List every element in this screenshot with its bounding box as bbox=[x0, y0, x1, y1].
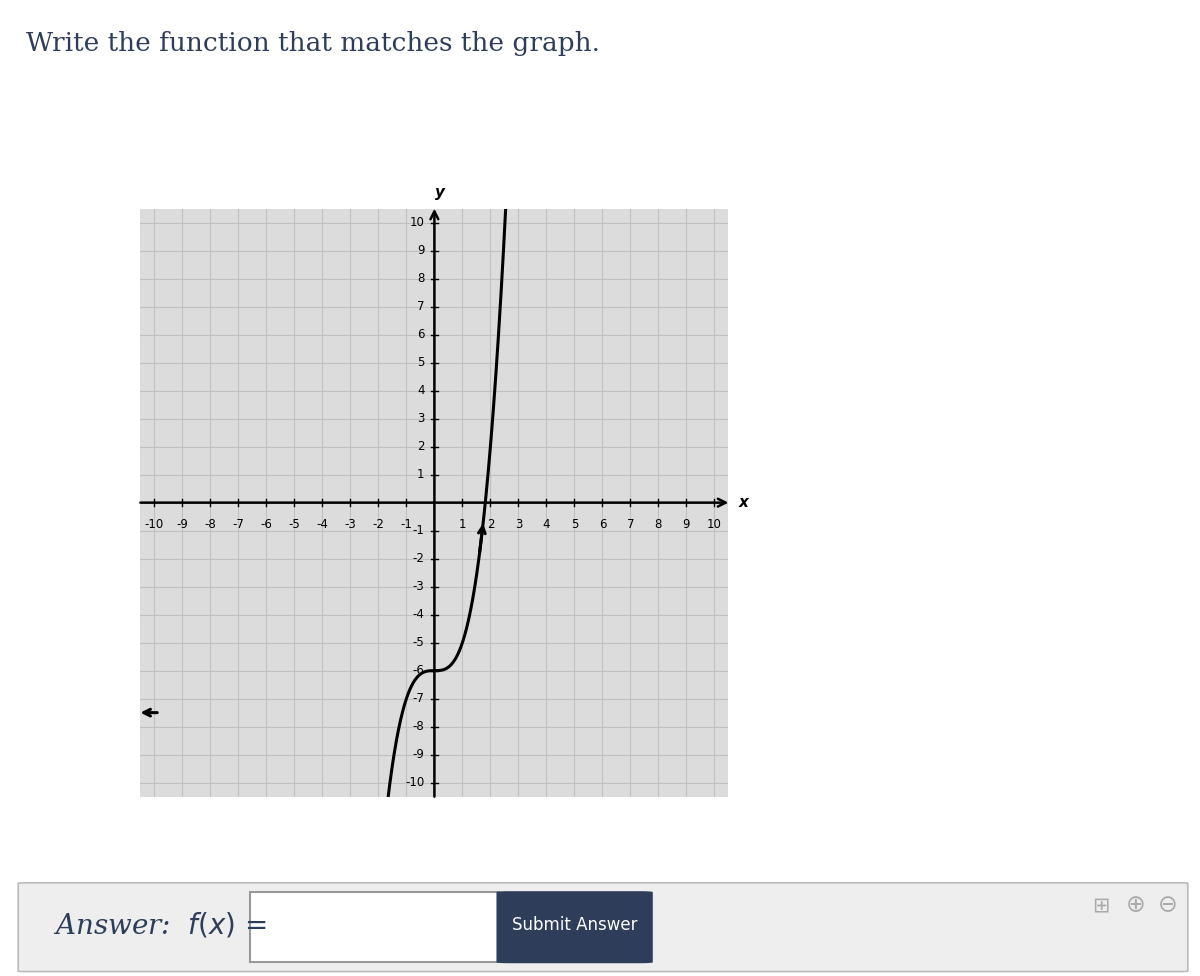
Text: 6: 6 bbox=[599, 518, 606, 531]
Text: Answer:  $f(x)$ =: Answer: $f(x)$ = bbox=[53, 911, 266, 940]
Text: -7: -7 bbox=[233, 518, 245, 531]
Text: -5: -5 bbox=[413, 636, 425, 649]
Text: -3: -3 bbox=[344, 518, 356, 531]
Text: -9: -9 bbox=[413, 749, 425, 761]
Text: 9: 9 bbox=[683, 518, 690, 531]
Text: -9: -9 bbox=[176, 518, 188, 531]
Text: 10: 10 bbox=[409, 216, 425, 229]
Text: 8: 8 bbox=[655, 518, 662, 531]
Text: 2: 2 bbox=[487, 518, 494, 531]
Text: 4: 4 bbox=[542, 518, 550, 531]
Text: 8: 8 bbox=[418, 272, 425, 285]
Text: 6: 6 bbox=[418, 328, 425, 342]
Text: 1: 1 bbox=[418, 468, 425, 481]
Text: -10: -10 bbox=[145, 518, 164, 531]
Text: Write the function that matches the graph.: Write the function that matches the grap… bbox=[26, 31, 600, 57]
Text: 7: 7 bbox=[626, 518, 634, 531]
Text: -4: -4 bbox=[413, 608, 425, 621]
Text: -8: -8 bbox=[413, 720, 425, 733]
Text: 10: 10 bbox=[707, 518, 722, 531]
Text: 7: 7 bbox=[418, 301, 425, 313]
Text: -6: -6 bbox=[260, 518, 272, 531]
Text: -2: -2 bbox=[413, 552, 425, 565]
Text: 3: 3 bbox=[418, 412, 425, 426]
Text: -1: -1 bbox=[413, 524, 425, 537]
Text: 1: 1 bbox=[458, 518, 466, 531]
Text: 2: 2 bbox=[418, 440, 425, 453]
Text: x: x bbox=[738, 495, 748, 510]
Text: 5: 5 bbox=[571, 518, 578, 531]
Text: -5: -5 bbox=[288, 518, 300, 531]
Text: -7: -7 bbox=[413, 692, 425, 705]
Text: 9: 9 bbox=[418, 244, 425, 257]
Text: 5: 5 bbox=[418, 356, 425, 369]
Text: Submit Answer: Submit Answer bbox=[512, 916, 638, 934]
FancyBboxPatch shape bbox=[497, 891, 653, 963]
Text: ⊞: ⊞ bbox=[1092, 895, 1110, 915]
Text: -3: -3 bbox=[413, 580, 425, 593]
FancyBboxPatch shape bbox=[250, 892, 499, 962]
Text: -6: -6 bbox=[413, 664, 425, 677]
FancyBboxPatch shape bbox=[18, 883, 1188, 971]
Text: -10: -10 bbox=[406, 776, 425, 790]
Text: -8: -8 bbox=[204, 518, 216, 531]
Text: ⊖: ⊖ bbox=[1158, 893, 1178, 917]
Text: y: y bbox=[436, 185, 445, 200]
Text: 3: 3 bbox=[515, 518, 522, 531]
Text: -2: -2 bbox=[372, 518, 384, 531]
Text: -4: -4 bbox=[317, 518, 329, 531]
Text: -1: -1 bbox=[401, 518, 413, 531]
Text: 4: 4 bbox=[418, 385, 425, 397]
Text: ⊕: ⊕ bbox=[1126, 893, 1146, 917]
